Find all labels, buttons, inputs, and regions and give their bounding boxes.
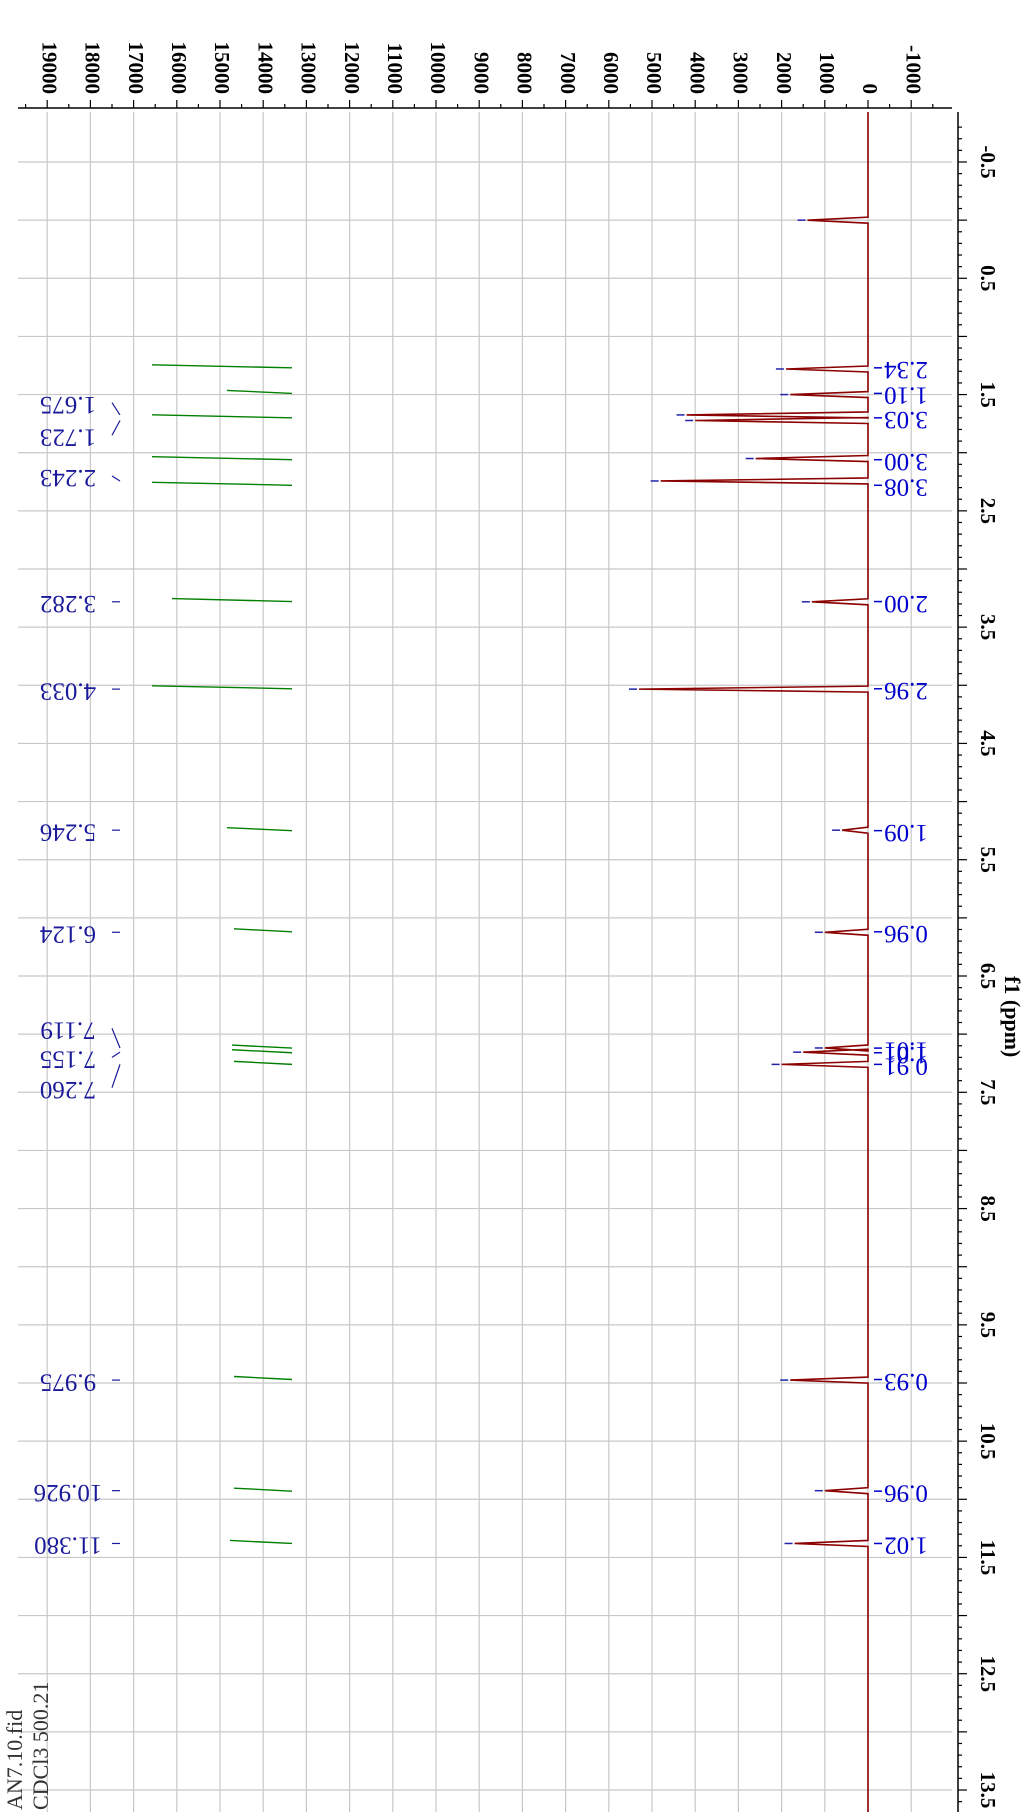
intensity-tick-label: 2000 <box>772 52 796 94</box>
integral-curve <box>229 1539 293 1545</box>
peak-ppm-label: 7.260 <box>40 1076 96 1103</box>
integral-curve <box>233 928 293 933</box>
peak-label-leader <box>111 1051 121 1058</box>
peak-label-leader <box>111 1028 121 1049</box>
labels: 2.341.103.03 3.003.08 2.00 2.96 1.09 0.96 1.01… <box>2 356 928 1810</box>
integral-value: 1.10 <box>884 382 928 409</box>
integral-value: 0.96 <box>884 920 928 947</box>
peak-ppm-label: 11.380 <box>34 1532 102 1559</box>
ppm-tick-label: 10.5 <box>976 1423 1000 1460</box>
peak-ppm-label: 4.033 <box>40 677 96 704</box>
integral-value: 3.03 <box>884 406 928 433</box>
integral-value: 1.01 <box>884 1036 928 1063</box>
file-info-line: CDCl3 500.21 <box>28 1682 53 1810</box>
intensity-tick-label: 6000 <box>599 52 623 94</box>
axes: -0.5 0.5 1.5 2.5 3.5 4.5 5.5 6.5 7.5 8.5 9.5 10.5 11… <box>18 42 1025 1812</box>
intensity-tick-label: 7000 <box>556 52 580 94</box>
intensity-tick-label: 14000 <box>253 42 277 95</box>
integral-curve <box>231 1044 293 1049</box>
peak-ppm-label: 6.124 <box>39 921 96 948</box>
integral-curve <box>233 1060 293 1066</box>
intensity-tick-label: 8000 <box>513 52 537 94</box>
ppm-tick-label: 2.5 <box>976 498 1000 524</box>
peak-label-leader <box>111 475 121 482</box>
ppm-tick-label: -0.5 <box>976 145 1000 178</box>
integral-value: 1.02 <box>884 1532 928 1559</box>
ppm-tick-label: 12.5 <box>976 1655 1000 1692</box>
ppm-tick-label: 13.5 <box>976 1772 1000 1809</box>
integral-curve <box>151 414 293 419</box>
intensity-tick-label: 4000 <box>685 52 709 94</box>
integral-curve <box>151 481 293 486</box>
intensity-tick-label: 10000 <box>426 42 450 95</box>
integral-curve <box>233 1487 293 1492</box>
integral-curve <box>226 826 293 832</box>
spectrum-trace <box>639 112 869 1812</box>
intensity-tick-label: 1000 <box>815 52 839 94</box>
integral-curve <box>231 1049 293 1054</box>
intensity-tick-label: 12000 <box>340 42 364 95</box>
intensity-tick-label: 13000 <box>297 42 321 95</box>
integral-curve <box>226 389 293 395</box>
spectrum <box>629 112 869 1812</box>
ppm-tick-label: 3.5 <box>976 614 1000 640</box>
integral-value: 0.93 <box>884 1368 928 1395</box>
integral-value: 3.08 <box>884 474 928 501</box>
peak-ppm-label: 9.975 <box>40 1368 96 1395</box>
file-info-line: AN7.10.fid <box>2 1710 27 1810</box>
ppm-axis-title: f1 (ppm) <box>1000 976 1025 1057</box>
peak-ppm-label: 1.723 <box>40 424 96 451</box>
integral-curves <box>151 364 293 1545</box>
ppm-tick-label: 11.5 <box>976 1540 1000 1576</box>
peak-label-leader <box>111 420 121 436</box>
ppm-tick-label: 9.5 <box>976 1312 1000 1338</box>
peak-label-leader <box>111 402 121 416</box>
integral-value: 1.01 <box>884 1041 928 1068</box>
integral-value: 2.34 <box>884 356 928 383</box>
peak-ppm-label: 5.246 <box>40 818 96 845</box>
peak-ppm-label: 1.675 <box>40 391 96 418</box>
peak-ppm-label: 7.155 <box>40 1046 96 1073</box>
intensity-tick-label: 11000 <box>383 43 407 94</box>
ppm-tick-label: 0.5 <box>976 265 1000 291</box>
integral-curve <box>171 597 293 603</box>
intensity-tick-label: 18000 <box>81 42 105 95</box>
intensity-tick-label: 19000 <box>37 42 61 95</box>
ppm-tick-label: 1.5 <box>976 381 1000 407</box>
peak-ppm-label: 3.282 <box>40 590 96 617</box>
integral-value: 3.00 <box>884 448 928 475</box>
integral-curve <box>151 455 293 461</box>
intensity-tick-label: -1000 <box>901 45 925 94</box>
integral-curve <box>151 364 293 369</box>
integral-value: 2.96 <box>884 677 928 704</box>
ppm-tick-label: 7.5 <box>976 1079 1000 1105</box>
ppm-tick-label: 8.5 <box>976 1195 1000 1221</box>
intensity-tick-label: 0 <box>858 84 882 95</box>
ppm-tick-label: 4.5 <box>976 730 1000 756</box>
peak-label-leader <box>111 1064 121 1088</box>
intensity-tick-label: 9000 <box>469 52 493 94</box>
intensity-tick-label: 15000 <box>210 42 234 95</box>
integral-value: 1.09 <box>884 819 928 846</box>
intensity-tick-label: 3000 <box>729 52 753 94</box>
ppm-tick-label: 6.5 <box>976 963 1000 989</box>
integral-value: 0.91 <box>884 1053 928 1080</box>
integral-curve <box>151 685 293 690</box>
integral-curve <box>233 1375 293 1381</box>
peak-ppm-label: 10.926 <box>34 1479 103 1506</box>
peak-ppm-label: 7.119 <box>40 1017 95 1044</box>
integral-value: 0.96 <box>884 1479 928 1506</box>
peak-ppm-label: 2.243 <box>40 464 96 491</box>
integral-value: 2.00 <box>884 590 928 617</box>
intensity-tick-label: 5000 <box>642 52 666 94</box>
ppm-tick-label: 5.5 <box>976 847 1000 873</box>
grid <box>18 112 952 1812</box>
intensity-tick-label: 16000 <box>167 42 191 95</box>
intensity-tick-label: 17000 <box>124 42 148 95</box>
